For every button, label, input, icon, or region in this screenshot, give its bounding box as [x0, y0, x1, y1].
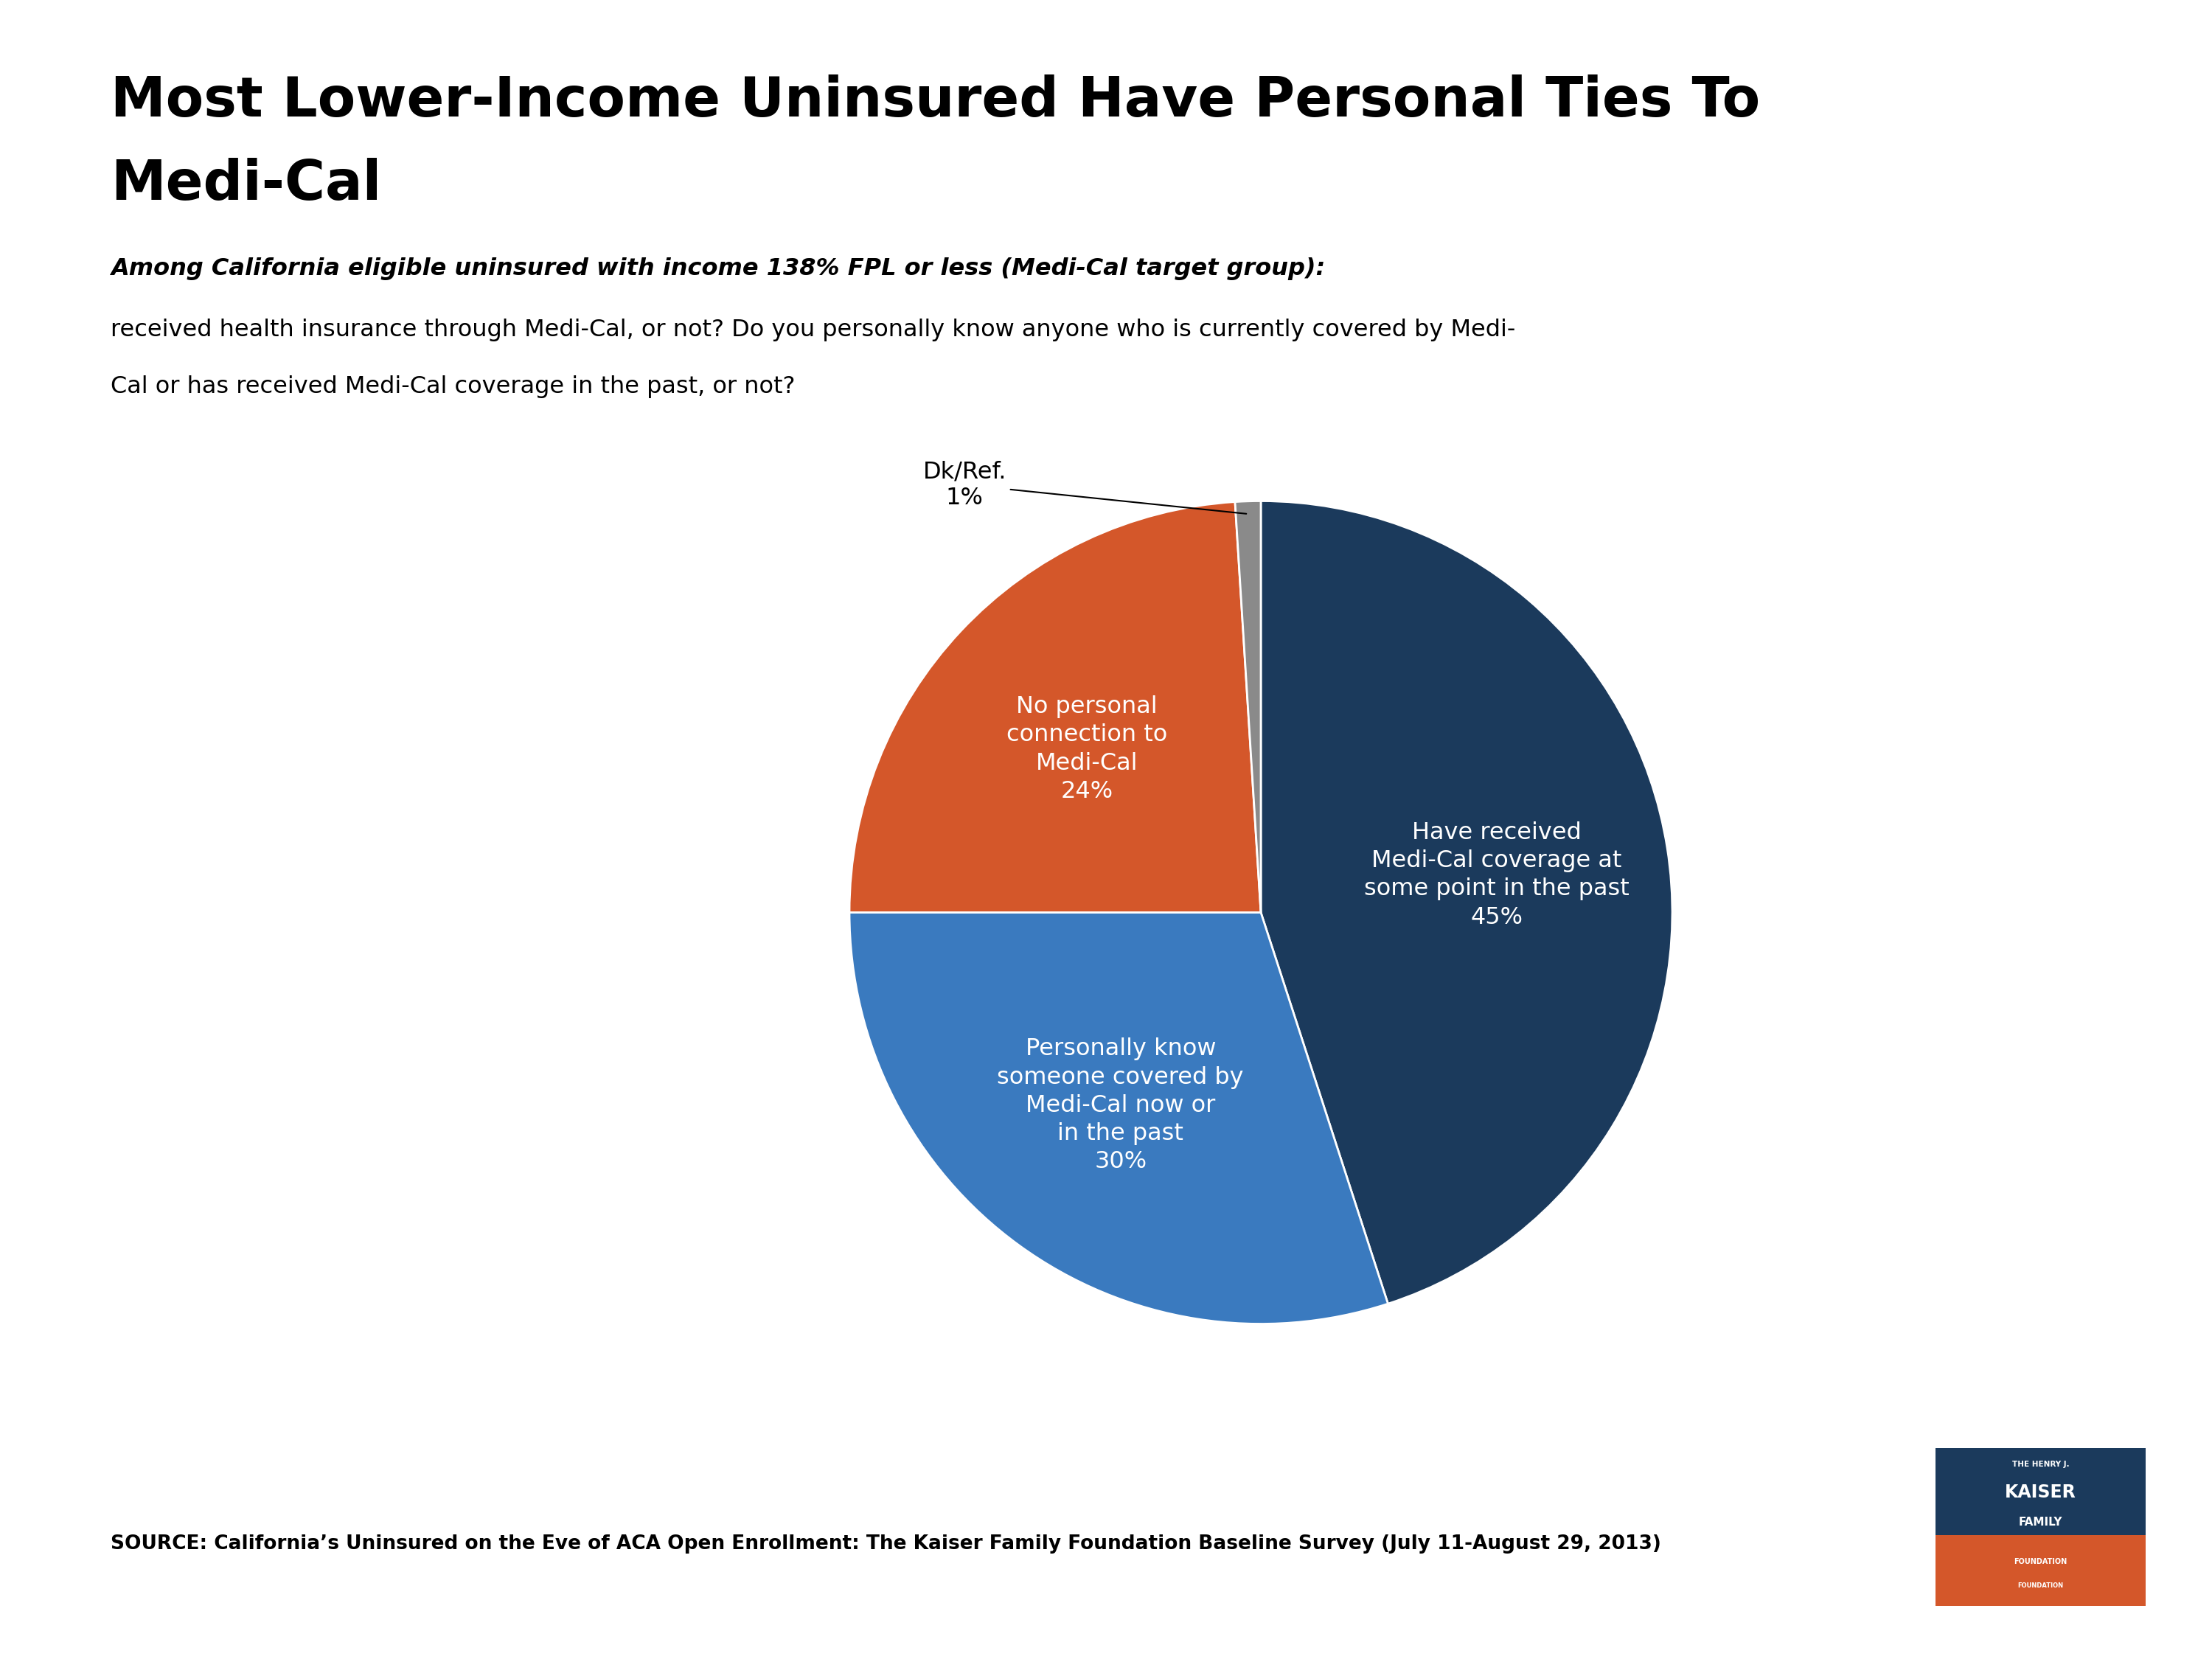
Text: Among California eligible uninsured with income 138% FPL or less (Medi-Cal targe: Among California eligible uninsured with… — [111, 257, 1325, 280]
Text: Cal or has received Medi-Cal coverage in the past, or not?: Cal or has received Medi-Cal coverage in… — [111, 375, 796, 398]
Text: Personally know
someone covered by
Medi-Cal now or
in the past
30%: Personally know someone covered by Medi-… — [998, 1039, 1243, 1173]
Wedge shape — [1234, 501, 1261, 912]
Wedge shape — [1261, 501, 1672, 1304]
Text: FOUNDATION: FOUNDATION — [2013, 1558, 2068, 1566]
Text: FOUNDATION: FOUNDATION — [2017, 1583, 2064, 1589]
Text: Dk/Ref.
1%: Dk/Ref. 1% — [922, 460, 1245, 514]
Wedge shape — [849, 912, 1387, 1324]
Text: FAMILY: FAMILY — [2020, 1516, 2062, 1528]
Text: received health insurance through Medi-Cal, or not? Do you personally know anyon: received health insurance through Medi-C… — [111, 319, 1515, 342]
Text: KAISER: KAISER — [2004, 1483, 2077, 1501]
Text: SOURCE: California’s Uninsured on the Eve of ACA Open Enrollment: The Kaiser Fam: SOURCE: California’s Uninsured on the Ev… — [111, 1535, 1661, 1554]
Text: No personal
connection to
Medi-Cal
24%: No personal connection to Medi-Cal 24% — [1006, 695, 1168, 803]
Text: Most Lower-Income Uninsured Have Personal Ties To: Most Lower-Income Uninsured Have Persona… — [111, 75, 1761, 128]
FancyBboxPatch shape — [1935, 1448, 2146, 1535]
Wedge shape — [849, 501, 1261, 912]
Text: Have received
Medi-Cal coverage at
some point in the past
45%: Have received Medi-Cal coverage at some … — [1365, 821, 1630, 929]
FancyBboxPatch shape — [1935, 1535, 2146, 1606]
Text: THE HENRY J.: THE HENRY J. — [2013, 1460, 2068, 1468]
Text: Medi-Cal: Medi-Cal — [111, 158, 380, 211]
